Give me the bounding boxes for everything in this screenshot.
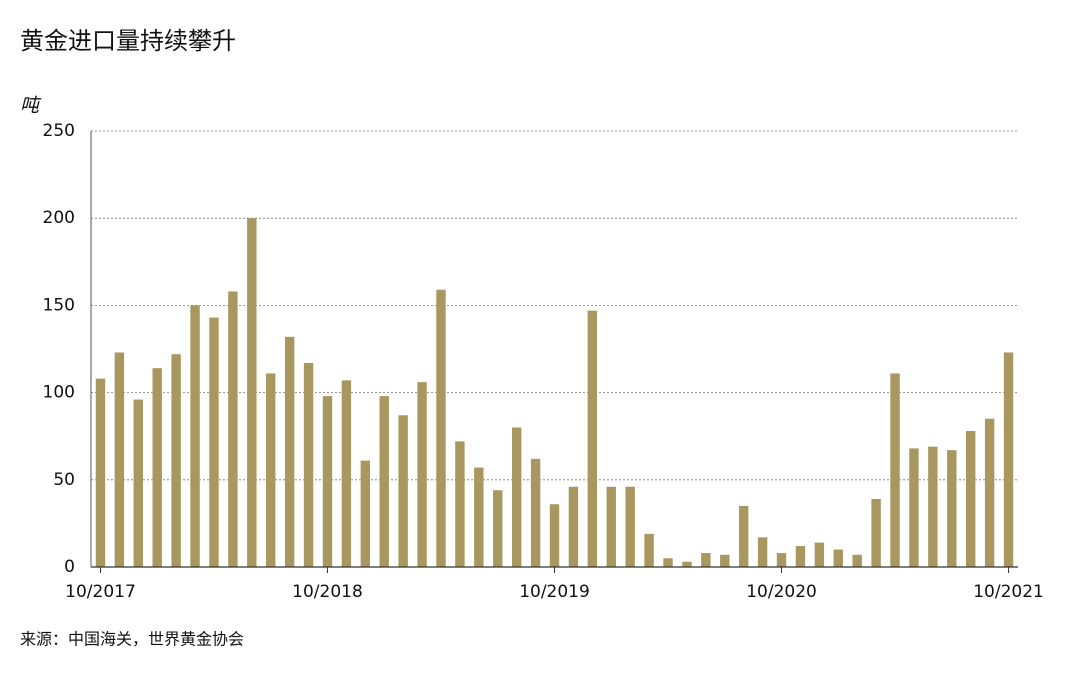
bar xyxy=(814,542,825,567)
bar xyxy=(833,549,843,567)
y-tick-label: 200 xyxy=(43,208,75,228)
x-tick-label: 10/2018 xyxy=(292,582,363,602)
bar xyxy=(114,352,125,567)
bar xyxy=(190,305,200,567)
bar xyxy=(474,467,484,567)
bar xyxy=(644,533,654,567)
bar xyxy=(776,553,787,567)
bar xyxy=(852,554,862,567)
bar xyxy=(455,441,465,567)
bar xyxy=(493,490,503,567)
bar xyxy=(322,396,333,567)
y-axis-label: 吨 xyxy=(20,95,42,117)
bar xyxy=(568,486,579,567)
bar xyxy=(152,368,162,567)
bar xyxy=(909,448,919,567)
x-tick-label: 10/2017 xyxy=(65,582,136,602)
bar xyxy=(417,382,427,567)
bar xyxy=(360,460,371,567)
bar xyxy=(606,486,616,567)
bar xyxy=(511,427,522,567)
bar xyxy=(663,558,673,567)
bar xyxy=(303,362,314,567)
bar xyxy=(530,458,541,567)
y-tick-label: 150 xyxy=(43,295,75,315)
x-tick-label: 10/2019 xyxy=(519,582,590,602)
chart-title: 黄金进口量持续攀升 xyxy=(20,27,236,55)
bar xyxy=(928,446,938,567)
bar xyxy=(701,553,711,567)
bar xyxy=(171,354,181,567)
bar xyxy=(984,418,995,567)
bar xyxy=(720,554,730,567)
bar xyxy=(284,336,295,567)
bar xyxy=(247,218,257,567)
y-tick-label: 250 xyxy=(43,121,75,141)
bar xyxy=(625,486,635,567)
bar xyxy=(890,373,900,567)
bar xyxy=(398,415,408,567)
bar xyxy=(757,537,768,567)
bar xyxy=(682,561,692,567)
bar xyxy=(379,396,389,567)
bar xyxy=(95,378,106,567)
bar xyxy=(549,504,560,567)
bar xyxy=(436,289,446,567)
bar xyxy=(1003,352,1014,567)
y-tick-label: 50 xyxy=(53,470,75,490)
bar xyxy=(228,291,238,567)
bar xyxy=(795,546,806,567)
x-tick-label: 10/2021 xyxy=(973,582,1044,602)
bar xyxy=(871,498,881,567)
y-tick-label: 100 xyxy=(43,383,75,403)
source-note: 来源：中国海关，世界黄金协会 xyxy=(20,630,244,649)
bar xyxy=(947,450,957,567)
y-tick-label: 0 xyxy=(64,557,75,577)
bar xyxy=(266,373,276,567)
bar xyxy=(966,430,976,567)
bar xyxy=(738,505,749,567)
x-tick-label: 10/2020 xyxy=(746,582,817,602)
bar xyxy=(587,310,598,567)
bar xyxy=(341,380,352,567)
bar xyxy=(209,317,219,567)
bar xyxy=(133,399,143,567)
